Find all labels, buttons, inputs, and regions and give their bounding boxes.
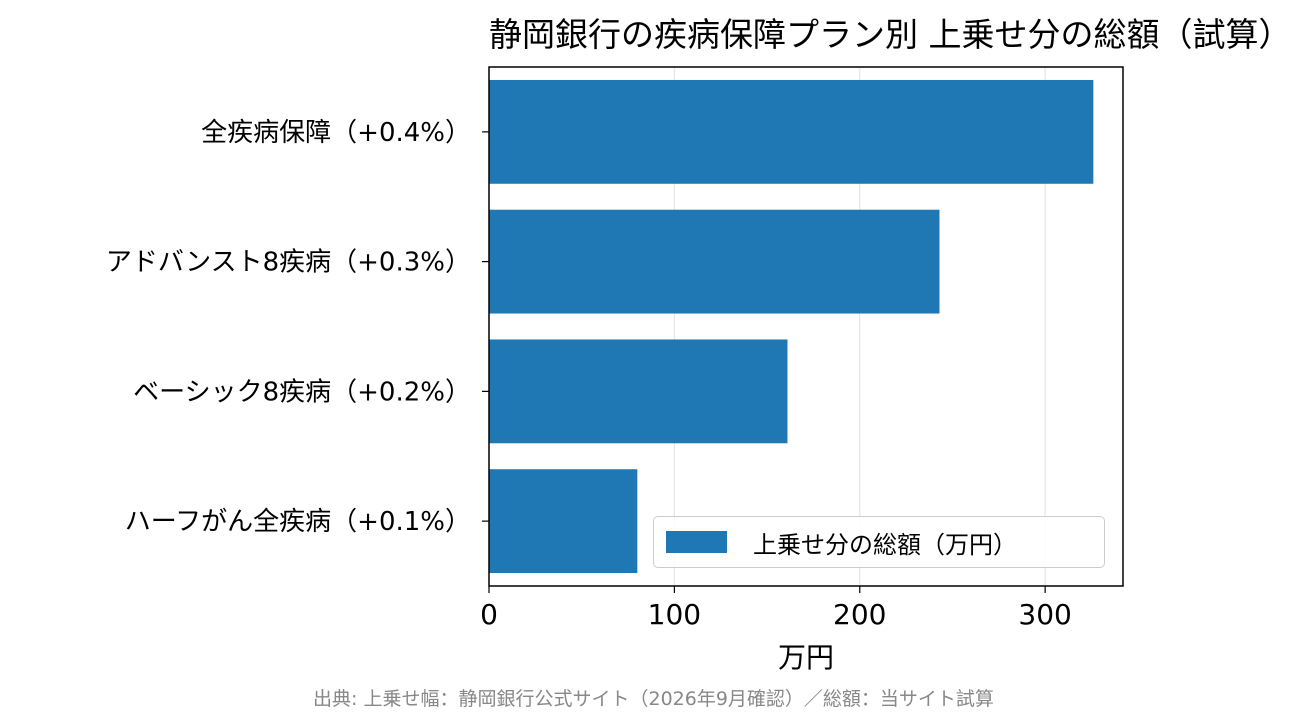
y-tick-label: アドバンスト8疾病（+0.3%）: [106, 248, 471, 278]
x-axis-label: 万円: [777, 641, 834, 674]
ticks: 0 100 200 300 全疾病保障（+0.4%） アドバンスト8疾病（+0.3%） ベー…: [106, 118, 1072, 631]
bars: [489, 79, 1094, 574]
x-tick-label: 200: [833, 598, 886, 631]
y-tick-label: ハーフがん全疾病（+0.1%）: [125, 507, 471, 537]
legend-swatch: [666, 531, 727, 553]
legend: 上乗せ分の総額（万円）: [653, 516, 1105, 568]
source-note: 出典: 上乗せ幅：静岡銀行公式サイト（2026年9月確認）／総額：当サイト試算: [313, 688, 994, 710]
x-tick-label: 300: [1018, 598, 1071, 631]
x-tick-label: 0: [480, 598, 498, 631]
y-tick-label: ベーシック8疾病（+0.2%）: [133, 377, 471, 407]
y-tick-label: 全疾病保障（+0.4%）: [201, 118, 471, 148]
bar: [489, 79, 1094, 184]
plot-frame: [488, 66, 1124, 587]
legend-label: 上乗せ分の総額（万円）: [753, 530, 1017, 559]
bar: [489, 469, 638, 574]
x-tick-label: 100: [648, 598, 701, 631]
bar: [489, 339, 788, 444]
bar: [489, 209, 940, 314]
